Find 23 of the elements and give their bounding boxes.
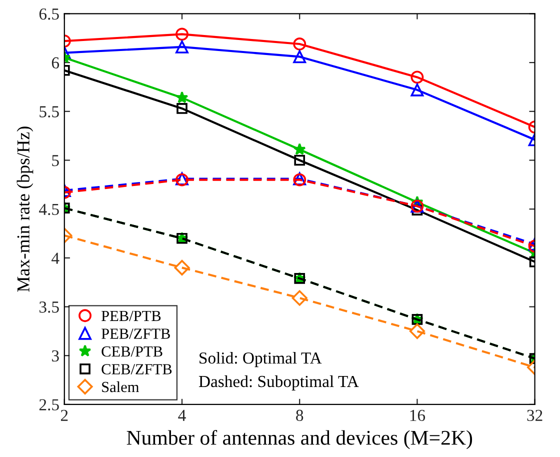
x-tick-label: 32 [527,410,542,422]
y-tick-label: 5.5 [40,106,59,118]
y-axis-title: Max-min rate (bps/Hz) [16,126,34,292]
y-tick-label: 3.5 [40,302,59,313]
annotation: Solid: Optimal TA [200,352,322,368]
y-tick-label: 4 [52,252,60,264]
x-tick-label: 2 [60,410,68,421]
x-tick-label: 4 [178,410,186,421]
y-tick-label: 6 [52,57,60,68]
y-tick-label: 5 [52,155,59,166]
y-tick-label: 6.5 [39,8,59,20]
legend-label: PEB/PTB [102,310,161,322]
legend-label: CEB/PTB [102,346,162,357]
legend-label: Salem [102,381,140,392]
legend-label: PEB/ZFTB [102,328,170,339]
y-tick-label: 3 [52,350,59,362]
y-tick-label: 2.5 [39,399,59,410]
x-tick-label: 16 [410,410,426,422]
y-tick-label: 4.5 [39,204,59,216]
annotation: Dashed: Suboptimal TA [198,375,359,391]
legend-label: CEB/ZFTB [102,364,172,374]
x-tick-label: 8 [296,410,304,422]
x-axis-title: Number of antennas and devices (M=2K) [126,430,472,450]
